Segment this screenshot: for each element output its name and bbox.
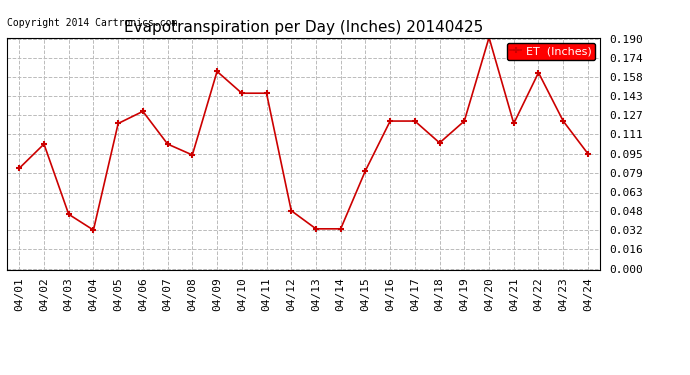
Text: Copyright 2014 Cartronics.com: Copyright 2014 Cartronics.com bbox=[7, 18, 177, 28]
Title: Evapotranspiration per Day (Inches) 20140425: Evapotranspiration per Day (Inches) 2014… bbox=[124, 20, 483, 35]
Legend: ET  (Inches): ET (Inches) bbox=[506, 43, 595, 60]
